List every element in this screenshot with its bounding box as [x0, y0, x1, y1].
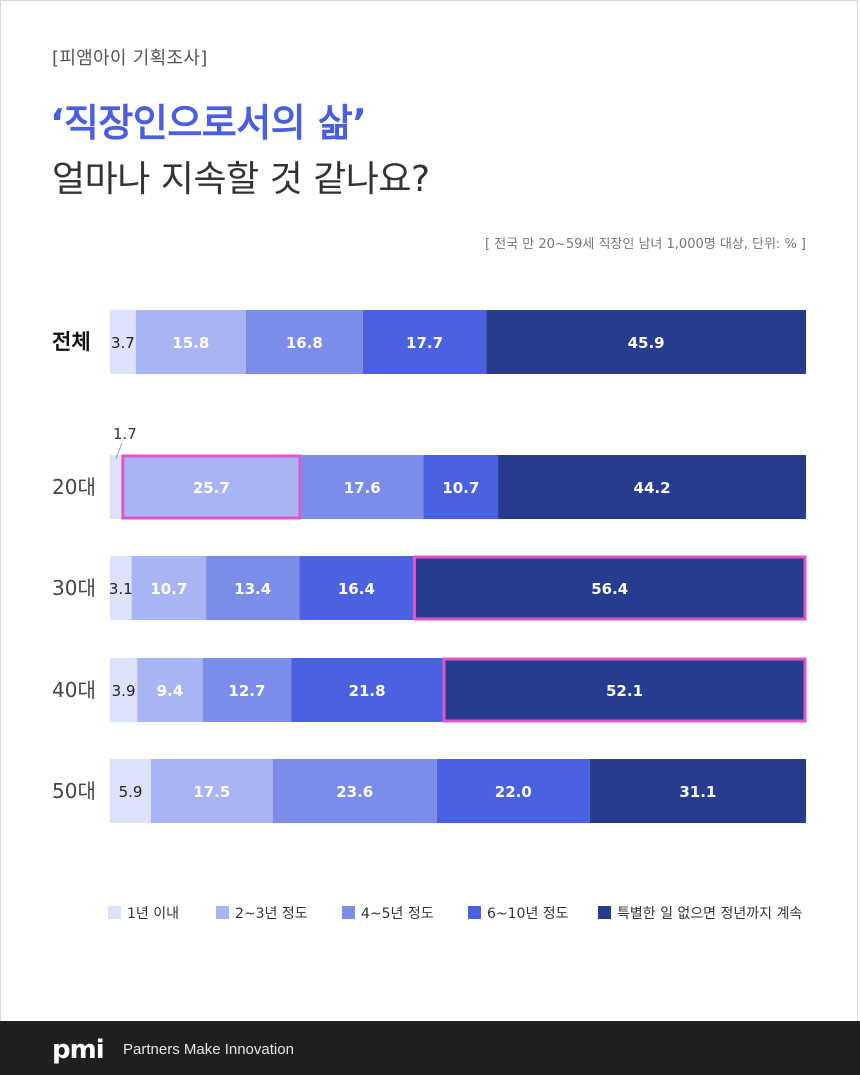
category-label-30대: 30대	[52, 576, 96, 600]
data-label-40대-s3: 21.8	[349, 682, 386, 700]
data-label-30대-s0: 3.1	[109, 580, 133, 598]
data-label-40대-s1: 9.4	[157, 682, 184, 700]
data-label-20대-s4: 44.2	[634, 479, 671, 497]
legend-swatch-s1	[216, 906, 229, 919]
highlight-box-30대-s4	[412, 555, 807, 621]
highlight-box-40대-s4	[442, 657, 807, 723]
data-label-50대-s4: 31.1	[679, 783, 716, 801]
bar-segment-30대-s1	[131, 556, 207, 620]
bar-segment-40대-s0	[110, 658, 138, 722]
bar-segment-40대-s2	[202, 658, 292, 722]
bar-segment-전체-s2	[245, 310, 363, 374]
legend-label-s0: 1년 이내	[127, 906, 179, 922]
data-label-40대-s4: 52.1	[606, 682, 643, 700]
legend-label-s2: 4~5년 정도	[361, 906, 434, 922]
bar-segment-20대-s4	[498, 455, 806, 519]
legend-label-s1: 2~3년 정도	[235, 906, 308, 922]
data-label-30대-s3: 16.4	[338, 580, 375, 598]
data-label-50대-s3: 22.0	[495, 783, 532, 801]
bar-segment-50대-s3	[436, 759, 590, 823]
footer-bar: pmi Partners Make Innovation	[0, 1021, 860, 1075]
bar-segment-40대-s4	[443, 658, 806, 722]
legend-swatch-s3	[468, 906, 481, 919]
bar-segment-50대-s1	[151, 759, 273, 823]
category-label-40대: 40대	[52, 678, 96, 702]
data-label-전체-s2: 16.8	[286, 334, 323, 352]
bar-segment-전체-s4	[486, 310, 806, 374]
bar-segment-20대-s0	[110, 455, 122, 519]
title-highlight: ‘직장인으로서의 삶’	[50, 101, 367, 145]
bar-segment-30대-s0	[110, 556, 132, 620]
legend-label-s4: 특별한 일 없으면 정년까지 계속	[617, 906, 802, 922]
survey-note: [ 전국 만 20~59세 직장인 남녀 1,000명 대상, 단위: % ]	[485, 237, 806, 252]
data-label-40대-s0: 3.9	[112, 682, 136, 700]
bar-segment-20대-s2	[300, 455, 424, 519]
legend-label-s3: 6~10년 정도	[487, 906, 569, 922]
bar-segment-20대-s1	[121, 455, 301, 519]
bar-segment-전체-s3	[362, 310, 487, 374]
pmi-logo: pmi	[52, 1035, 105, 1065]
data-label-30대-s1: 10.7	[150, 580, 187, 598]
bar-segment-30대-s4	[413, 556, 806, 620]
highlight-box-20대-s1	[121, 454, 302, 520]
title-question: 얼마나 지속할 것 같나요?	[52, 159, 430, 200]
data-label-50대-s0: 5.9	[119, 783, 143, 801]
data-label-30대-s2: 13.4	[234, 580, 271, 598]
data-label-30대-s4: 56.4	[591, 580, 628, 598]
bar-segment-20대-s3	[423, 455, 499, 519]
category-label-50대: 50대	[52, 779, 96, 803]
data-label-전체-s0: 3.7	[111, 334, 135, 352]
leader-line-20대-s0	[115, 442, 123, 460]
data-label-20대-s3: 10.7	[442, 479, 479, 497]
bar-segment-50대-s0	[110, 759, 152, 823]
legend-swatch-s4	[598, 906, 611, 919]
stacked-bar-chart: 전체 3.7 15.8 16.8 17.7 45.9 20대 1.7 25.7 17.6 10.7 4…	[52, 310, 807, 922]
category-label-전체: 전체	[52, 330, 91, 354]
bar-segment-30대-s2	[206, 556, 300, 620]
footer-tagline: Partners Make Innovation	[123, 1041, 294, 1058]
survey-tag: [피앰아이 기획조사]	[52, 48, 208, 69]
data-label-전체-s4: 45.9	[628, 334, 665, 352]
bar-segment-40대-s3	[291, 658, 444, 722]
legend-swatch-s0	[108, 906, 121, 919]
legend-swatch-s2	[342, 906, 355, 919]
category-label-20대: 20대	[52, 475, 96, 499]
data-label-50대-s1: 17.5	[193, 783, 230, 801]
bar-segment-30대-s3	[299, 556, 414, 620]
data-label-40대-s2: 12.7	[228, 682, 265, 700]
data-label-20대-s2: 17.6	[344, 479, 381, 497]
data-label-50대-s2: 23.6	[336, 783, 373, 801]
bar-segment-40대-s1	[137, 658, 203, 722]
data-label-20대-s0: 1.7	[113, 425, 137, 443]
bar-segment-50대-s2	[272, 759, 437, 823]
bar-segment-50대-s4	[589, 759, 806, 823]
data-label-전체-s3: 17.7	[406, 334, 443, 352]
data-label-전체-s1: 15.8	[172, 334, 209, 352]
bar-segment-전체-s0	[110, 310, 136, 374]
data-label-20대-s1: 25.7	[193, 479, 230, 497]
bar-segment-전체-s1	[135, 310, 246, 374]
